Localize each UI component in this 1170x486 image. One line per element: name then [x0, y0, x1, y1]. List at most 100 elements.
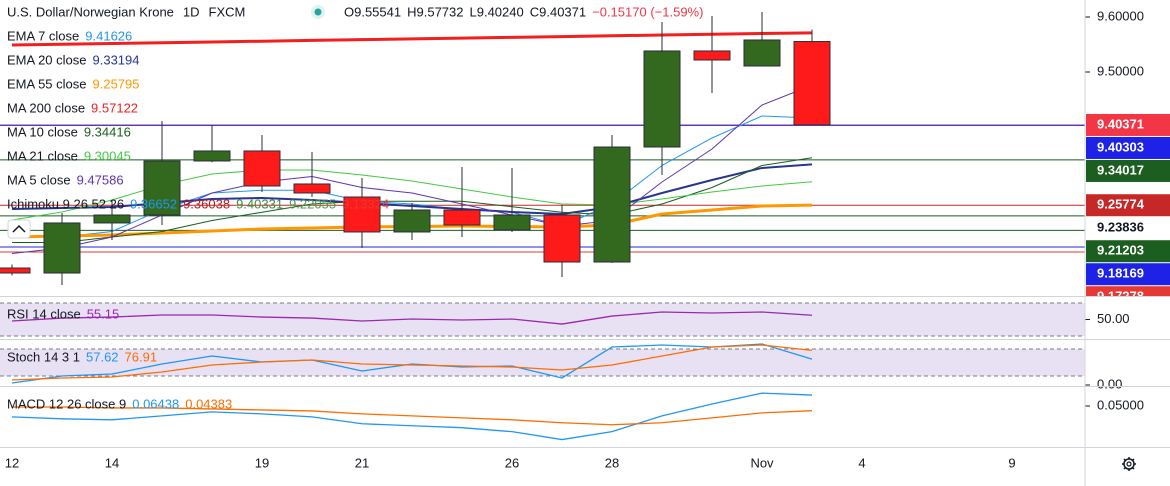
- candle-body: [593, 146, 631, 263]
- panel-legend-entry: 0.04383: [185, 396, 232, 411]
- x-tick-label: 21: [355, 455, 369, 470]
- header: U.S. Dollar/Norwegian Krone 1D FXCM O9.5554…: [7, 4, 703, 19]
- price-tag-label: 9.23836: [1097, 220, 1144, 235]
- panel: [0, 302, 1085, 337]
- indicator-line: [11, 31, 813, 47]
- candle-body: [693, 50, 731, 61]
- price-tag-label: 9.40303: [1097, 139, 1144, 154]
- legend-entry: 9.30045: [84, 148, 131, 163]
- price-tag: [1086, 159, 1170, 182]
- legend-entry: 9.25795: [93, 76, 140, 91]
- price-tag: [1086, 263, 1170, 286]
- settings-gear[interactable]: [1122, 457, 1136, 471]
- legend-entry: 9.40331: [236, 196, 283, 211]
- y-tick-label: 9.60000: [1097, 8, 1144, 23]
- panel-legend-entry: 55.15: [87, 306, 120, 321]
- price-tag-label: 9.40371: [1097, 116, 1144, 131]
- candle-body: [43, 222, 81, 274]
- legend-entry: 9.22055: [289, 196, 336, 211]
- price-axis: 0.00: [1085, 376, 1122, 391]
- header-text: U.S. Dollar/Norwegian Krone: [7, 4, 174, 19]
- indicator-line: [12, 157, 813, 243]
- candle-body: [143, 160, 181, 216]
- indicator-line: [11, 311, 813, 325]
- legend-entry: 9.47586: [77, 172, 124, 187]
- legend-entry: 9.34416: [84, 124, 131, 139]
- price-axis: 9.60000 9.50000: [1085, 8, 1144, 78]
- candle-body: [643, 50, 681, 148]
- candle-body: [93, 214, 131, 224]
- legend-entry: MA 10 close: [7, 124, 78, 139]
- price-tag: [1086, 113, 1170, 136]
- candle-body: [743, 39, 781, 67]
- candle-body: [293, 183, 331, 194]
- candle-body: [493, 214, 531, 231]
- panel: [0, 343, 1085, 384]
- price-tag-label: 9.34017: [1097, 162, 1144, 177]
- candle-body: [793, 41, 831, 126]
- price-tag: [1086, 136, 1170, 159]
- header-text: FXCM: [209, 4, 246, 19]
- y-tick-label: 50.00: [1097, 311, 1130, 326]
- panel-legend-entry: 76.91: [125, 349, 158, 364]
- y-tick-label: 0.05000: [1097, 397, 1144, 412]
- legend-entry: 9.41626: [85, 28, 132, 43]
- price-tag-label: 9.18169: [1097, 266, 1144, 281]
- price-tag: [1086, 194, 1170, 217]
- price-tags: 9.40371 9.40303 9.34017 9.25774 9.23836 9.212…: [1086, 113, 1170, 304]
- price-axis: 50.00: [1085, 311, 1130, 326]
- candle-body: [243, 150, 281, 187]
- panel-legend-entry: MACD 12 26 close 9: [7, 396, 126, 411]
- panel-legend: RSI 14 close 55.15: [7, 306, 119, 321]
- y-tick-label: 0.00: [1097, 376, 1122, 391]
- x-tick-label: 9: [1008, 455, 1015, 470]
- legend-entry: EMA 20 close: [7, 52, 87, 67]
- candle-body: [343, 196, 381, 233]
- time-axis: 12 14 19 21 26 28 Nov 4 9: [5, 455, 1016, 470]
- panel-legend-entry: Stoch 14 3 1: [7, 349, 80, 364]
- price-tag-label: 9.21203: [1097, 243, 1144, 258]
- header-ohlc: −0.15170 (−1.59%): [592, 4, 703, 19]
- panel-legend-entry: 57.62: [86, 349, 119, 364]
- legend-entry: 9.33194: [93, 52, 140, 67]
- x-tick-label: 28: [605, 455, 619, 470]
- x-tick-label: 14: [105, 455, 119, 470]
- panel-legend-entry: 0.06438: [132, 396, 179, 411]
- x-tick-label: 19: [255, 455, 269, 470]
- x-tick-label: 26: [505, 455, 519, 470]
- panel-legend-entry: RSI 14 close: [7, 306, 81, 321]
- candle-body: [443, 209, 481, 226]
- price-tag: [1086, 217, 1170, 240]
- legend-entry: MA 5 close: [7, 172, 71, 187]
- legend-entry: EMA 55 close: [7, 76, 87, 91]
- indicator-line: [11, 84, 813, 254]
- panel: [0, 11, 1085, 286]
- legend-entry: MA 200 close: [7, 100, 85, 115]
- price-axis: 0.05000: [1085, 397, 1144, 412]
- legend-entry: 9.57122: [91, 100, 138, 115]
- candle-body: [193, 150, 231, 162]
- legend-entry: 9.36038: [183, 196, 230, 211]
- header-ohlc: L9.40240: [470, 4, 524, 19]
- indicator-line: [11, 392, 813, 441]
- legend-entry: MA 21 close: [7, 148, 78, 163]
- band-fill: [0, 349, 1085, 376]
- x-tick-label: Nov: [750, 455, 774, 470]
- indicator-line: [12, 406, 813, 426]
- indicator-line: [11, 344, 813, 381]
- candle-body: [0, 267, 31, 274]
- status-icon[interactable]: [311, 5, 325, 19]
- x-tick-label: 12: [5, 455, 19, 470]
- x-tick-label: 4: [858, 455, 865, 470]
- candle-body: [543, 214, 581, 263]
- header-ohlc: C9.40371: [530, 4, 586, 19]
- panel: [11, 392, 813, 441]
- header-text: 1D: [183, 4, 200, 19]
- legend-entry: Ichimoku 9 26 52 26: [7, 196, 124, 211]
- price-tag: [1086, 286, 1170, 296]
- layers: 9.60000 9.50000 9.40371 9.40303 9.34017 9.257…: [0, 4, 1170, 470]
- collapse-button[interactable]: [7, 219, 31, 239]
- price-tag-label: 9.17278: [1097, 289, 1144, 304]
